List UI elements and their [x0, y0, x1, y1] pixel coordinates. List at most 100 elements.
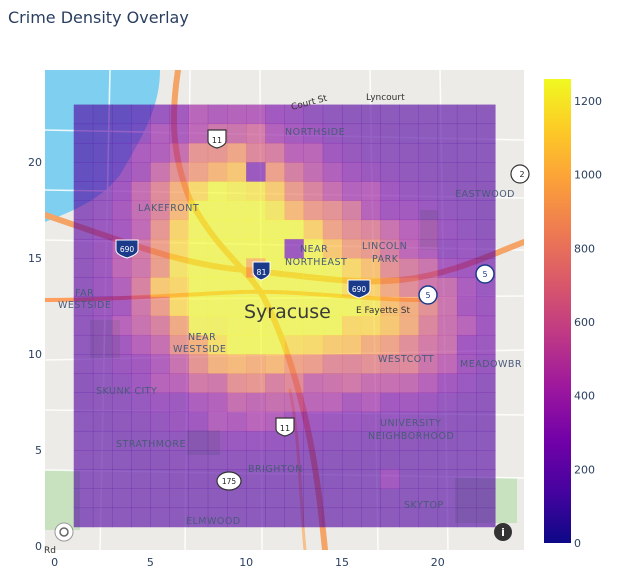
heatmap-cell [188, 411, 209, 432]
heatmap-cell [246, 277, 266, 297]
map-label-university-2: NEIGHBORHOOD [368, 431, 454, 442]
heatmap-cell [303, 258, 324, 278]
heatmap-cell [418, 258, 439, 278]
colorbar-tick-label: 800 [574, 242, 595, 255]
heatmap-cell [284, 450, 304, 470]
heatmap-cell [112, 315, 132, 336]
heatmap-cell [361, 354, 381, 374]
colorbar-tick-label: 0 [574, 537, 581, 550]
heatmap-cell [399, 411, 419, 432]
x-tick-label: 5 [147, 556, 154, 569]
heatmap-cell [131, 507, 151, 528]
heatmap-cell [437, 411, 458, 432]
heatmap-cell [284, 123, 304, 144]
heatmap-cell [399, 469, 419, 489]
heatmap-cell [131, 277, 151, 297]
heatmap-cell [227, 507, 247, 528]
heatmap-cell [188, 277, 209, 297]
heatmap-cell [188, 104, 209, 125]
heatmap-cell [322, 277, 343, 297]
heatmap-cell [265, 488, 285, 509]
interstate-690-shield-east: 690 [347, 279, 371, 299]
heatmap-cell [322, 507, 343, 528]
heatmap-cell [341, 258, 362, 278]
heatmap-cell [73, 430, 94, 451]
heatmap-cell [303, 507, 324, 528]
heatmap-cell [380, 219, 400, 240]
heatmap-cell [437, 296, 458, 317]
heatmap-cell [169, 430, 189, 451]
colorbar-ticks: 0 200 400 600 800 1000 1200 [574, 95, 602, 550]
heatmap-cell [399, 162, 419, 182]
heatmap-cell [456, 469, 477, 489]
heatmap-cell [246, 142, 266, 163]
heatmap-cell [169, 315, 189, 336]
heatmap-cell [303, 469, 324, 489]
heatmap-cell [341, 507, 362, 528]
heatmap-cell [246, 392, 266, 413]
heatmap-cell [73, 373, 94, 393]
heatmap-cell [227, 219, 247, 240]
y-tick-label: 15 [28, 252, 42, 265]
heatmap-cell [322, 469, 343, 489]
heatmap-cell [73, 200, 94, 221]
map-label-northside: NORTHSIDE [285, 127, 345, 138]
shield-label: 11 [280, 424, 290, 433]
y-tick-label: 20 [28, 156, 42, 169]
heatmap-cell [456, 392, 477, 413]
colorbar-tick-label: 400 [574, 390, 595, 403]
heatmap-cell [361, 430, 381, 451]
heatmap-cell [341, 162, 362, 182]
heatmap-cell [92, 181, 113, 201]
heatmap-cell [361, 507, 381, 528]
heatmap-cell [418, 507, 439, 528]
heatmap-cell [112, 469, 132, 489]
heatmap-cell [112, 488, 132, 509]
heatmap-cell [361, 450, 381, 470]
heatmap-cell [73, 104, 94, 125]
info-icon[interactable]: i [494, 523, 512, 541]
shield-label: 81 [256, 268, 266, 277]
heatmap-cell [361, 392, 381, 413]
x-tick-label: 20 [431, 556, 445, 569]
heatmap-cell [150, 277, 170, 297]
heatmap-cell [456, 181, 477, 201]
y-tick-label: 5 [35, 444, 42, 457]
heatmap-cell [207, 315, 228, 336]
map-label-university-1: UNIVERSITY [380, 418, 441, 429]
heatmap-cell [207, 104, 228, 125]
map-label-strathmore: STRATHMORE [116, 439, 186, 450]
heatmap-cell [341, 104, 362, 125]
heatmap-cell [246, 373, 266, 393]
heatmap-cell [399, 181, 419, 201]
heatmap-cell [418, 373, 439, 393]
heatmap-cell [418, 411, 439, 432]
heatmap-cell [227, 392, 247, 413]
heatmap-cell [188, 315, 209, 336]
map-label-far-2: WESTSIDE [58, 300, 111, 311]
heatmap-cell [361, 373, 381, 393]
heatmap-cell [437, 450, 458, 470]
heatmap-cell [112, 354, 132, 374]
colorbar-tick-label: 200 [574, 463, 595, 476]
heatmap-cell [322, 334, 343, 355]
heatmap-cell [169, 219, 189, 240]
heatmap-cell [112, 430, 132, 451]
heatmap-cell [399, 277, 419, 297]
heatmap-cell [456, 296, 477, 317]
heatmap-cell [112, 334, 132, 355]
heatmap-cell [322, 450, 343, 470]
heatmap-cell [150, 507, 170, 528]
heatmap-cell [92, 258, 113, 278]
heatmap-cell [92, 296, 113, 317]
heatmap-cell [246, 507, 266, 528]
heatmap-cell [361, 238, 381, 259]
heatmap-cell [322, 392, 343, 413]
heatmap-cell [73, 258, 94, 278]
heatmap-cell [361, 200, 381, 221]
heatmap-cell [399, 430, 419, 451]
heatmap-cell [73, 123, 94, 144]
heatmap-cell [265, 315, 285, 336]
heatmap-cell [399, 392, 419, 413]
